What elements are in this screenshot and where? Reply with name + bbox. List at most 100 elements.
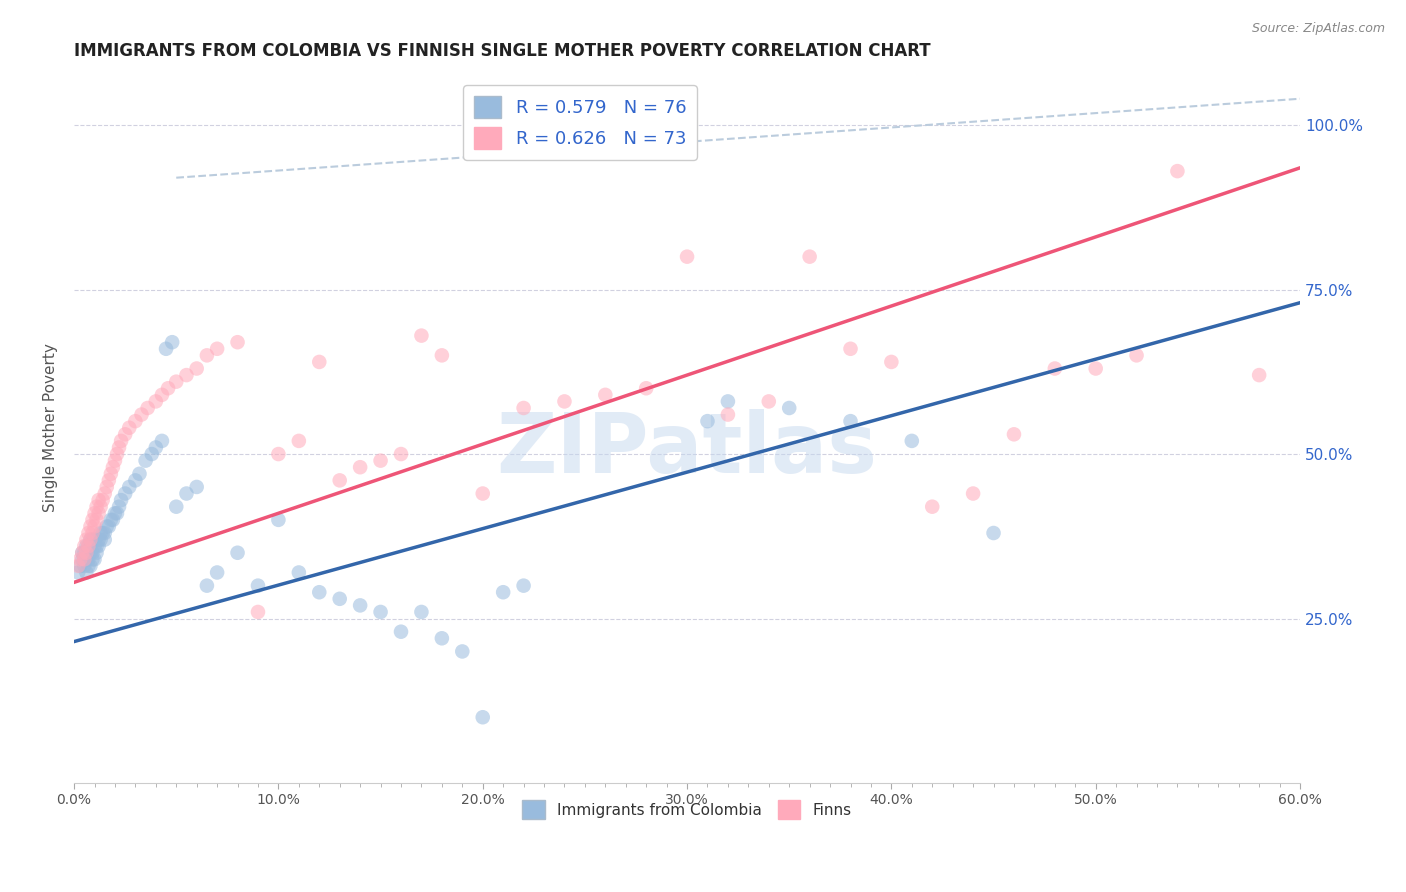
Text: Source: ZipAtlas.com: Source: ZipAtlas.com xyxy=(1251,22,1385,36)
Point xyxy=(226,335,249,350)
Point xyxy=(86,546,108,560)
Point xyxy=(155,342,177,356)
Point xyxy=(83,533,105,547)
Point xyxy=(73,558,96,573)
Point xyxy=(96,480,118,494)
Point xyxy=(86,500,108,514)
Point xyxy=(77,526,100,541)
Point xyxy=(186,361,208,376)
Point xyxy=(110,493,132,508)
Point xyxy=(135,453,157,467)
Text: IMMIGRANTS FROM COLOMBIA VS FINNISH SINGLE MOTHER POVERTY CORRELATION CHART: IMMIGRANTS FROM COLOMBIA VS FINNISH SING… xyxy=(75,42,931,60)
Point xyxy=(799,250,821,264)
Point xyxy=(553,394,575,409)
Point xyxy=(267,447,290,461)
Point xyxy=(1084,361,1107,376)
Point xyxy=(91,526,114,541)
Point xyxy=(114,427,136,442)
Point xyxy=(82,546,104,560)
Point xyxy=(717,408,740,422)
Point xyxy=(141,447,163,461)
Point xyxy=(430,632,453,646)
Point xyxy=(90,500,112,514)
Point xyxy=(349,599,371,613)
Point xyxy=(205,342,228,356)
Point xyxy=(430,348,453,362)
Point xyxy=(962,486,984,500)
Point xyxy=(100,467,122,481)
Point xyxy=(73,539,96,553)
Point xyxy=(595,388,617,402)
Point xyxy=(636,381,658,395)
Point xyxy=(79,558,101,573)
Point xyxy=(79,546,101,560)
Point xyxy=(128,467,150,481)
Point xyxy=(82,552,104,566)
Point xyxy=(72,546,94,560)
Point xyxy=(75,533,97,547)
Point xyxy=(75,552,97,566)
Point xyxy=(758,394,780,409)
Point xyxy=(124,414,146,428)
Point xyxy=(118,421,141,435)
Point xyxy=(67,558,90,573)
Point xyxy=(1166,164,1188,178)
Point xyxy=(72,546,94,560)
Point xyxy=(145,441,167,455)
Point xyxy=(83,539,105,553)
Point xyxy=(67,566,90,580)
Point xyxy=(72,552,94,566)
Point xyxy=(79,539,101,553)
Point xyxy=(308,585,330,599)
Point xyxy=(77,558,100,573)
Point xyxy=(101,460,124,475)
Point xyxy=(73,552,96,566)
Point xyxy=(101,513,124,527)
Point xyxy=(69,558,91,573)
Point xyxy=(90,526,112,541)
Point xyxy=(512,401,534,415)
Point xyxy=(105,447,128,461)
Point xyxy=(93,486,115,500)
Point xyxy=(96,519,118,533)
Point xyxy=(87,506,110,520)
Point xyxy=(90,533,112,547)
Text: ZIPatlas: ZIPatlas xyxy=(496,409,877,490)
Point xyxy=(983,526,1005,541)
Point xyxy=(176,486,198,500)
Point xyxy=(512,579,534,593)
Point xyxy=(1043,361,1066,376)
Point xyxy=(717,394,740,409)
Point xyxy=(104,453,127,467)
Point xyxy=(83,552,105,566)
Point xyxy=(79,533,101,547)
Point xyxy=(880,355,903,369)
Point xyxy=(75,546,97,560)
Point xyxy=(150,434,173,448)
Point xyxy=(77,539,100,553)
Point xyxy=(108,500,131,514)
Point xyxy=(150,388,173,402)
Point xyxy=(329,591,352,606)
Point xyxy=(93,526,115,541)
Point xyxy=(329,474,352,488)
Point xyxy=(91,493,114,508)
Point xyxy=(69,552,91,566)
Point xyxy=(411,605,433,619)
Point xyxy=(205,566,228,580)
Point xyxy=(921,500,943,514)
Point xyxy=(136,401,159,415)
Point xyxy=(83,506,105,520)
Point xyxy=(79,533,101,547)
Point xyxy=(165,500,187,514)
Point xyxy=(73,546,96,560)
Point xyxy=(83,519,105,533)
Point xyxy=(82,513,104,527)
Point xyxy=(87,493,110,508)
Point xyxy=(124,474,146,488)
Point xyxy=(778,401,800,415)
Point xyxy=(696,414,718,428)
Point xyxy=(471,486,494,500)
Point xyxy=(186,480,208,494)
Point xyxy=(226,546,249,560)
